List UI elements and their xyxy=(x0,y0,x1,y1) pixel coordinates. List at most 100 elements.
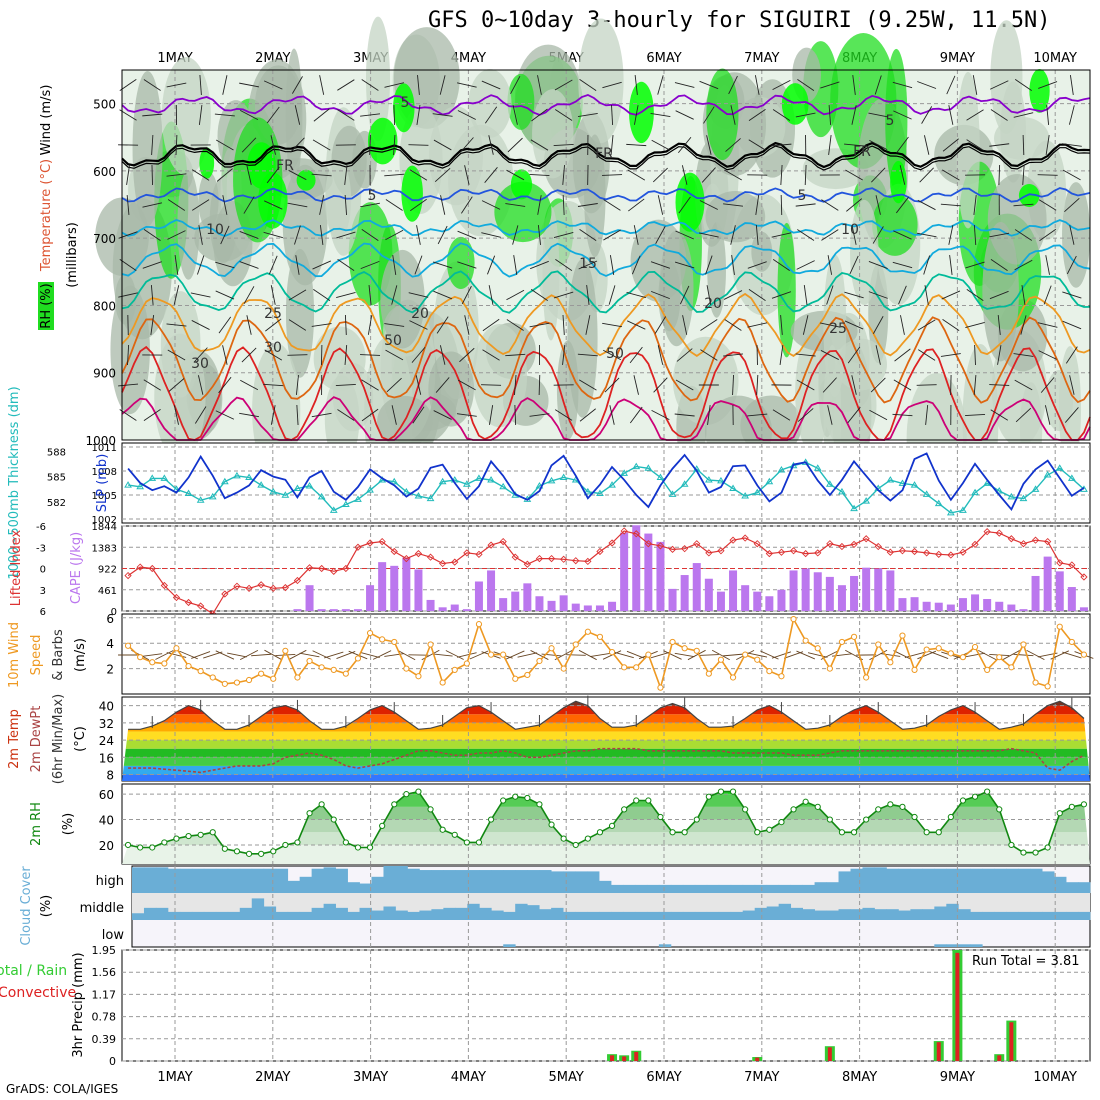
wind-barb xyxy=(966,288,984,302)
contour-label: 25 xyxy=(264,306,282,322)
wind-barb xyxy=(215,410,235,420)
wind-barb xyxy=(344,165,348,185)
wind-axis-label-1: 10m Wind xyxy=(7,622,22,688)
wind-barb xyxy=(651,409,670,421)
thickness-point xyxy=(160,474,169,481)
wind-barb xyxy=(732,374,734,396)
wind-axis-label-4: (m/s) xyxy=(73,638,88,672)
thickness-point xyxy=(608,481,616,488)
wind-barb xyxy=(847,406,861,424)
cloud-bar xyxy=(275,911,289,920)
cloud-bar xyxy=(287,911,301,920)
wind-barb xyxy=(537,75,542,95)
precip-conv-label: Convective xyxy=(0,985,76,1001)
temperature-side-label: Temperature (°C) xyxy=(39,159,54,272)
cloud-bar xyxy=(311,907,324,920)
rh-region xyxy=(795,333,830,453)
lifted-point xyxy=(668,545,677,554)
surface-wind-barb xyxy=(578,649,597,661)
rh-region xyxy=(630,219,687,302)
cloud-bar xyxy=(167,911,181,920)
wind-barb xyxy=(142,113,163,117)
rh-region xyxy=(578,18,624,144)
wind-barb xyxy=(360,354,381,356)
cape-bar xyxy=(462,609,471,611)
contour-label: 20 xyxy=(704,296,722,312)
rh2m-point xyxy=(1068,803,1075,810)
cape-bar xyxy=(995,601,1004,611)
thickness-point xyxy=(583,487,592,495)
wind-speed-point xyxy=(584,628,591,635)
wind-barb xyxy=(385,229,404,241)
wind-barb xyxy=(386,377,402,393)
wind-speed-point xyxy=(560,665,567,672)
cloud-bar xyxy=(359,907,372,920)
wind-speed-point xyxy=(766,668,773,675)
rh2m-point xyxy=(270,848,277,855)
lifted-tick-label: -3 xyxy=(36,543,46,554)
rh2m-point xyxy=(984,788,991,795)
rh-region xyxy=(132,71,163,227)
rh-tick-label: 20 xyxy=(99,839,114,853)
wind-barb xyxy=(795,353,816,357)
wind-barb xyxy=(360,113,381,117)
wind-barb xyxy=(772,79,791,91)
cloud-bar xyxy=(682,911,696,920)
wind-barb xyxy=(488,135,494,155)
lifted-point xyxy=(124,571,132,580)
wind-barb xyxy=(1022,134,1025,156)
cloud-bar xyxy=(503,911,516,920)
wind-barb xyxy=(433,261,453,269)
wind-barb xyxy=(150,315,155,335)
date-label-bottom: 9MAY xyxy=(940,1070,975,1085)
surface-wind-barb xyxy=(893,650,912,660)
wind-barb xyxy=(847,346,861,364)
cape-bar xyxy=(620,532,629,611)
cape-bar xyxy=(910,597,919,611)
cloud-bar xyxy=(718,884,732,893)
cape-bar xyxy=(353,609,362,611)
wind-barb xyxy=(579,229,597,241)
wind-barb xyxy=(433,410,452,420)
cloud-bar xyxy=(730,884,744,893)
wind-barb xyxy=(650,112,671,118)
rh2m-point xyxy=(996,806,1003,813)
wind-barb xyxy=(1014,229,1033,241)
cape-bar xyxy=(716,591,725,611)
wind-speed-point xyxy=(149,659,156,666)
cape-bar xyxy=(922,601,931,611)
wind-barb xyxy=(755,224,759,246)
wind-barb xyxy=(730,225,736,245)
cape-bar xyxy=(1031,575,1040,611)
wind-barb xyxy=(1015,407,1032,423)
wind-barb xyxy=(529,174,550,176)
cape-bar xyxy=(438,607,447,611)
wind-barb xyxy=(191,320,210,330)
lifted-point xyxy=(293,576,302,585)
wind-barb xyxy=(385,349,404,361)
wind-barb xyxy=(730,105,736,125)
rh-region xyxy=(114,273,137,325)
cape-bar xyxy=(341,609,350,611)
wind-speed-point xyxy=(887,659,894,666)
lifted-point xyxy=(184,598,193,607)
thickness-point xyxy=(559,473,568,481)
wind-barb xyxy=(1068,105,1075,125)
rh-region xyxy=(777,222,796,358)
surface-wind-barb xyxy=(324,651,344,659)
wind-speed-point xyxy=(342,670,349,677)
lifted-point xyxy=(681,545,689,553)
wind-barb xyxy=(990,109,1008,121)
temperature-contour xyxy=(121,219,1091,237)
lifted-point xyxy=(136,563,144,571)
thickness-point xyxy=(269,487,278,495)
wind-barb xyxy=(215,261,235,269)
wind-barb xyxy=(409,198,427,212)
wind-barb xyxy=(892,413,913,417)
cloud-bar xyxy=(203,911,217,920)
cloud-bar xyxy=(515,870,528,893)
cloud-bar xyxy=(754,907,768,920)
wind-barb xyxy=(119,78,137,92)
rh2m-point xyxy=(742,806,749,813)
cloud-bar xyxy=(479,907,492,920)
